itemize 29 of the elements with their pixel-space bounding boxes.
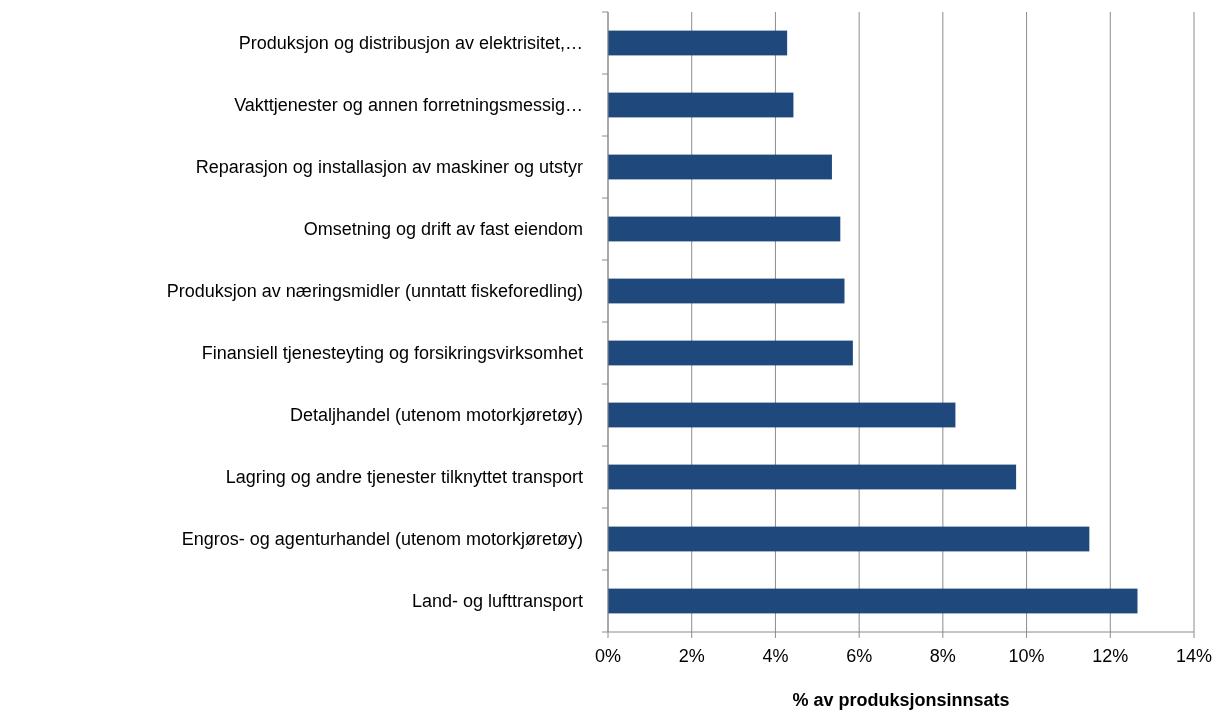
bar	[608, 92, 794, 118]
bar	[608, 30, 788, 56]
x-axis-title: % av produksjonsinnsats	[792, 690, 1010, 710]
x-tick-label: 4%	[762, 646, 789, 666]
y-tick-label: Land- og lufttransport	[411, 591, 583, 612]
bar	[608, 402, 956, 428]
x-tick-label: 0%	[594, 646, 622, 666]
bar	[608, 154, 832, 180]
x-tick-label: 2%	[678, 646, 705, 666]
bar	[608, 278, 845, 304]
x-tick-label: 6%	[846, 646, 873, 666]
bar	[608, 526, 1090, 552]
y-tick-label: Lagring og andre tjenester tilknyttet transport	[225, 467, 583, 488]
y-tick-label: Vakttjenester og annen forretningsmessig…	[234, 95, 583, 116]
bar	[608, 464, 1017, 490]
bar	[608, 216, 841, 242]
y-tick-label: Finansiell tjenesteyting og forsikringsvirksomhet	[201, 343, 583, 364]
y-tick-label: Detaljhandel (utenom motorkjøretøy)	[289, 405, 583, 426]
y-tick-label: Reparasjon og installasjon av maskiner og utstyr	[195, 157, 583, 178]
x-tick-label: 14%	[1175, 646, 1213, 666]
x-tick-label: 12%	[1092, 646, 1129, 666]
x-tick-label: 10%	[1008, 646, 1045, 666]
y-tick-label: Engros- og agenturhandel (utenom motorkjøretøy)	[181, 529, 583, 550]
x-tick-label: 8%	[929, 646, 956, 666]
bar	[608, 588, 1138, 614]
y-tick-label: Produksjon av næringsmidler (unntatt fiskeforedling)	[166, 281, 583, 302]
bar	[608, 340, 853, 366]
y-tick-label: Omsetning og drift av fast eiendom	[303, 219, 583, 240]
y-tick-label: Produksjon og distribusjon av elektrisitet,…	[238, 33, 583, 54]
